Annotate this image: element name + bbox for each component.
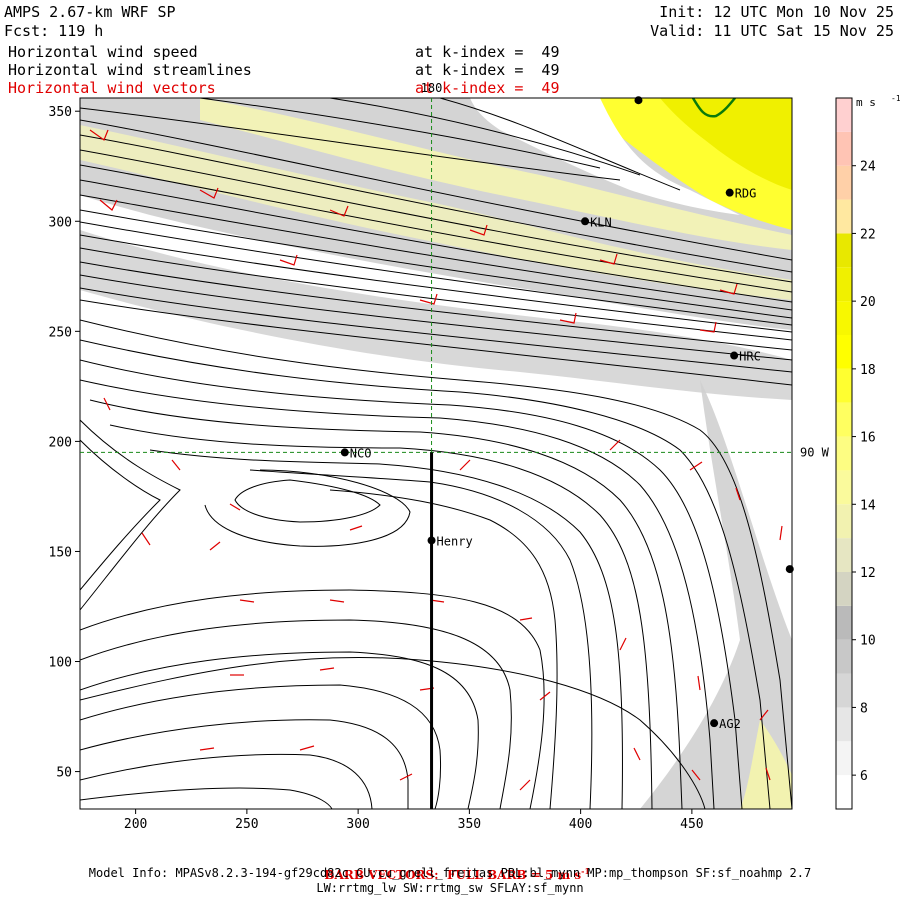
x-tick-label-300: 300 [346,817,369,832]
station-marker-nco [340,448,349,457]
colorbar-segment-21 [836,233,852,268]
parallel-label: 90 W [800,445,830,459]
colorbar-unit: m s [856,96,876,109]
colorbar-segment-7 [836,707,852,742]
model-info-2: LW:rrtmg_lw SW:rrtmg_sw SFLAY:sf_mynn [316,881,584,895]
kindex-label-3: at k-index = 49 [415,79,560,97]
colorbar-segment-18 [836,335,852,369]
colorbar-label-22: 22 [860,227,876,242]
colorbar-label-18: 18 [860,363,876,378]
colorbar-segment-13 [836,504,852,539]
station-marker-ag2 [710,719,719,728]
y-tick-label-50: 50 [56,766,72,781]
forecast-hour: Fcst: 119 h [4,22,104,40]
wind-barbs [89,129,783,791]
y-tick-label-150: 150 [49,545,72,560]
valid-time: Valid: 11 UTC Sat 15 Nov 25 [650,22,894,40]
colorbar-segment-9 [836,639,852,674]
station-label-nco: NCO [350,446,372,460]
colorbar-frame [835,97,853,810]
colorbar-label-12: 12 [860,566,876,581]
y-tick-label-300: 300 [49,215,72,230]
colorbar-label-24: 24 [860,160,876,175]
y-tick-label-200: 200 [49,435,72,450]
barb-legend: BARB VECTORS: FULL BARB = 5 m s-1 [0,850,900,882]
station-marker-hrc [730,351,739,360]
init-time: Init: 12 UTC Mon 10 Nov 25 [659,3,894,21]
colorbar-label-16: 16 [860,431,876,446]
colorbar-segment-23 [836,165,852,200]
colorbar-segment-19 [836,301,852,335]
colorbar-segment-12 [836,538,852,572]
field-label-speed: Horizontal wind speed [8,43,198,61]
colorbar-segment-5 [836,775,852,809]
barb-legend-exp: -1 [581,866,591,876]
x-tick-label-400: 400 [569,817,592,832]
colorbar-unit-exp: -1 [891,94,900,103]
shade-jet-core-2 [200,98,792,250]
station-marker-henry [427,536,436,545]
station-label-ag2: AG2 [719,717,741,731]
y-tick-label-100: 100 [49,656,72,671]
y-tick-label-350: 350 [49,105,72,120]
colorbar-segment-8 [836,673,852,708]
station-label-rdg: RDG [735,187,757,201]
chart-layer: 200 250 300 350 400 450 50 100 150 200 250 300 350 18… [49,81,900,832]
x-tick-label-200: 200 [124,817,147,832]
colorbar-segment-22 [836,199,852,234]
station-marker-rdg [725,188,734,197]
y-tick-label-250: 250 [49,325,72,340]
colorbar-segment-20 [836,267,852,302]
field-label-streamlines: Horizontal wind streamlines [8,61,252,79]
station-label-hrc: HRC [739,350,761,364]
kindex-label-1: at k-index = 49 [415,43,560,61]
colorbar-segment-24 [836,131,852,166]
colorbar-segment-10 [836,605,852,640]
colorbar-segment-25 [836,98,852,132]
colorbar-label-20: 20 [860,295,876,310]
colorbar-label-6: 6 [860,769,868,784]
station-marker-kln [581,217,590,226]
colorbar-label-14: 14 [860,498,876,513]
colorbar-segment-6 [836,741,852,776]
colorbar-segment-15 [836,436,852,471]
colorbar-segment-16 [836,402,852,437]
x-tick-label-250: 250 [235,817,258,832]
model-info: Model Info: MPASv8.2.3-194-gf29cd82c CU:… [88,866,812,880]
colorbar-segment-11 [836,572,852,606]
colorbar-label-8: 8 [860,701,868,716]
shade-east-grey [640,380,792,809]
shade-jet-core [80,125,792,300]
shade-northeast-yellow-bright [660,98,792,190]
field-label-vectors: Horizontal wind vectors [8,79,216,97]
shade-white-pocket [470,98,740,215]
model-title: AMPS 2.67-km WRF SP [4,3,176,21]
station-marker-unnamed-7 [634,96,643,105]
colorbar-label-10: 10 [860,634,876,649]
station-label-henry: Henry [437,534,473,548]
colorbar-segment-14 [836,470,852,505]
plot-frame [79,97,793,810]
x-tick-label-450: 450 [680,817,703,832]
colorbar-segment-17 [836,368,852,403]
streamlines [80,98,792,809]
barb-legend-text: BARB VECTORS: FULL BARB = 5 m s [324,868,582,882]
meridian-label: 180 [421,81,443,95]
x-tick-label-350: 350 [458,817,481,832]
station-marker-unnamed-6 [785,565,794,574]
coast-contour [691,98,736,118]
shade-jet-grey [80,230,792,400]
kindex-label-2: at k-index = 49 [415,61,560,79]
station-label-kln: KLN [590,215,612,229]
